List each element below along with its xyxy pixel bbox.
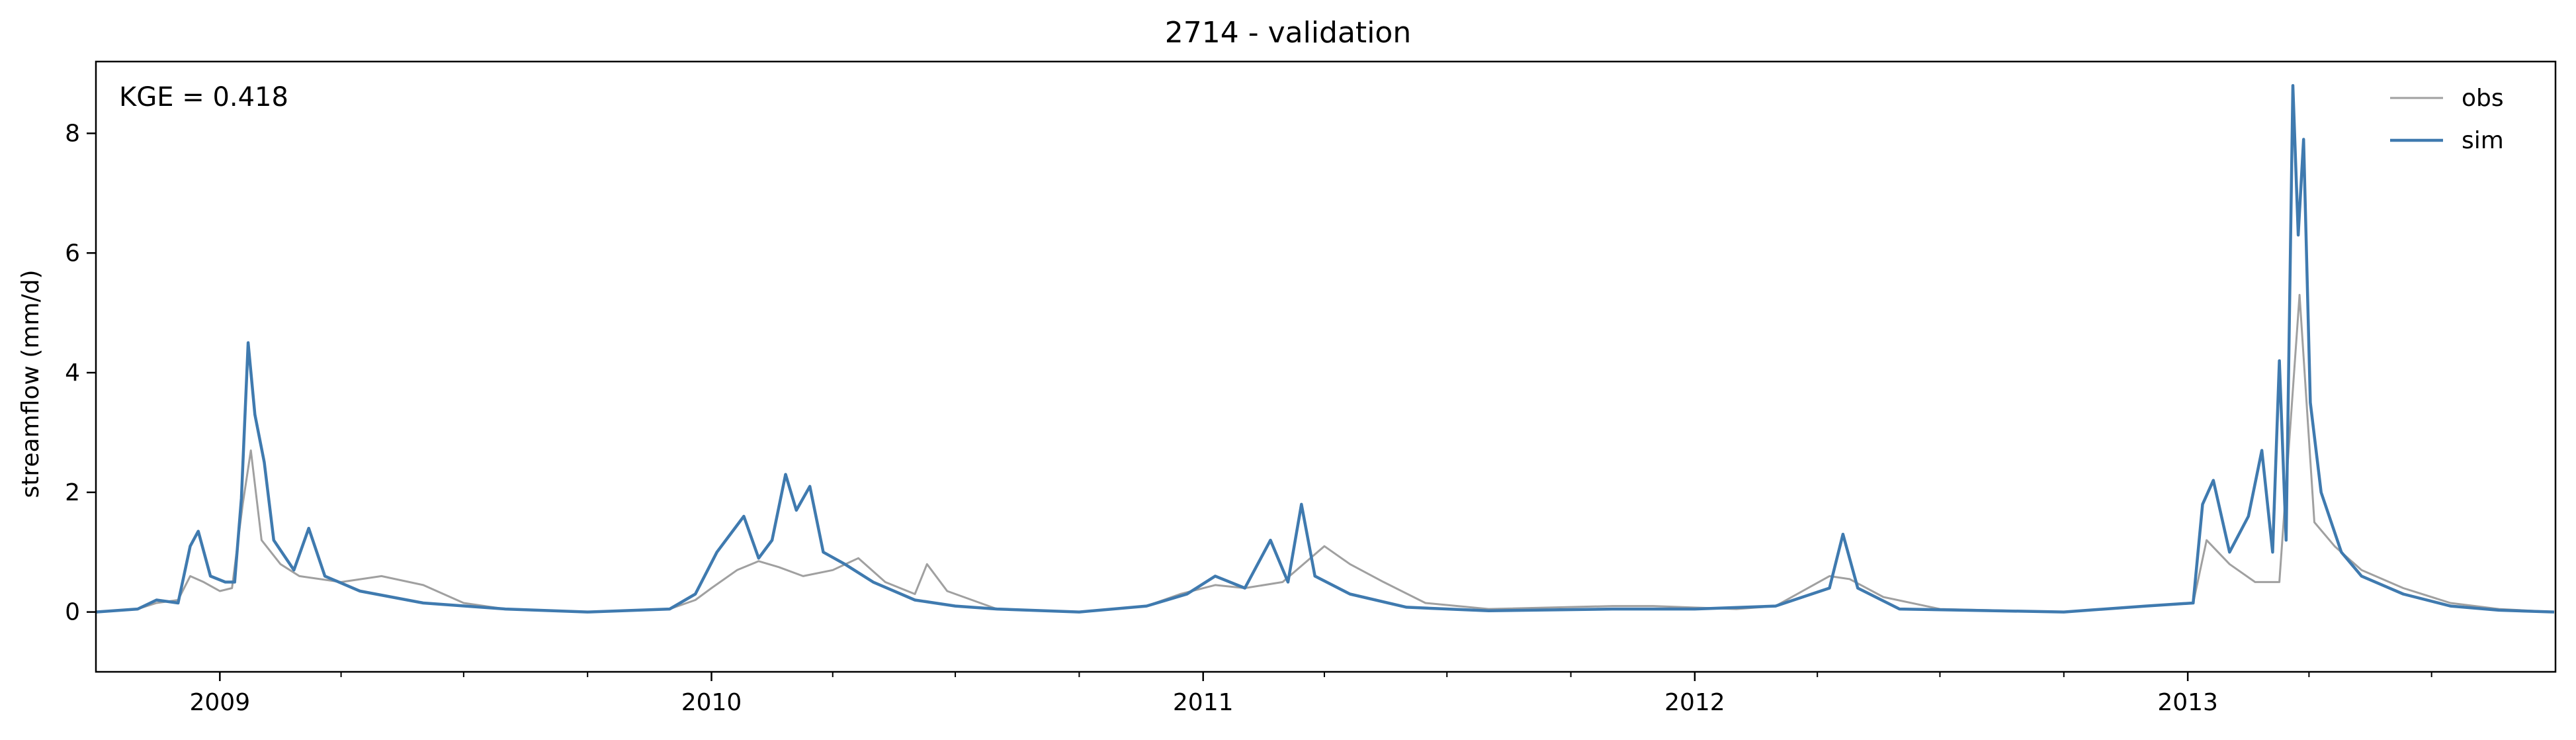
y-tick-label: 4 xyxy=(65,359,80,387)
x-tick-label: 2012 xyxy=(1664,689,1725,716)
x-tick-label: 2009 xyxy=(190,689,251,716)
series-line-obs xyxy=(95,294,2555,614)
series-layer xyxy=(95,83,2555,614)
x-axis: 2009 2010 2011 2012 2013 xyxy=(190,672,2432,716)
series-line-sim xyxy=(95,83,2555,614)
y-axis: 0 2 4 6 8 xyxy=(65,120,96,626)
x-tick-label: 2010 xyxy=(681,689,742,716)
y-tick-label: 2 xyxy=(65,479,80,506)
legend-label-obs: obs xyxy=(2462,85,2504,112)
legend: obs sim xyxy=(2390,85,2504,154)
x-tick-label: 2011 xyxy=(1173,689,1234,716)
y-axis-label: streamflow (mm/d) xyxy=(17,270,44,498)
y-tick-label: 0 xyxy=(65,599,80,626)
x-tick-label: 2013 xyxy=(2157,689,2218,716)
chart-title: 2714 - validation xyxy=(1165,16,1411,50)
y-tick-label: 8 xyxy=(65,120,80,147)
legend-label-sim: sim xyxy=(2462,127,2504,154)
y-tick-label: 6 xyxy=(65,240,80,267)
plot-frame xyxy=(95,60,2557,673)
kge-annotation: KGE = 0.418 xyxy=(119,82,288,113)
